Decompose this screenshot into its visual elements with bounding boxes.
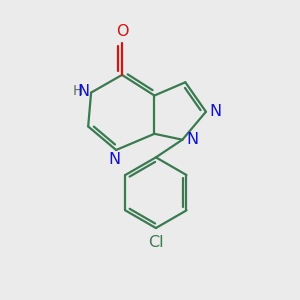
Text: N: N	[186, 132, 198, 147]
Text: Cl: Cl	[148, 235, 164, 250]
Text: N: N	[209, 104, 222, 119]
Text: N: N	[77, 84, 90, 99]
Text: H: H	[73, 84, 83, 98]
Text: O: O	[116, 24, 128, 39]
Text: N: N	[109, 152, 121, 167]
